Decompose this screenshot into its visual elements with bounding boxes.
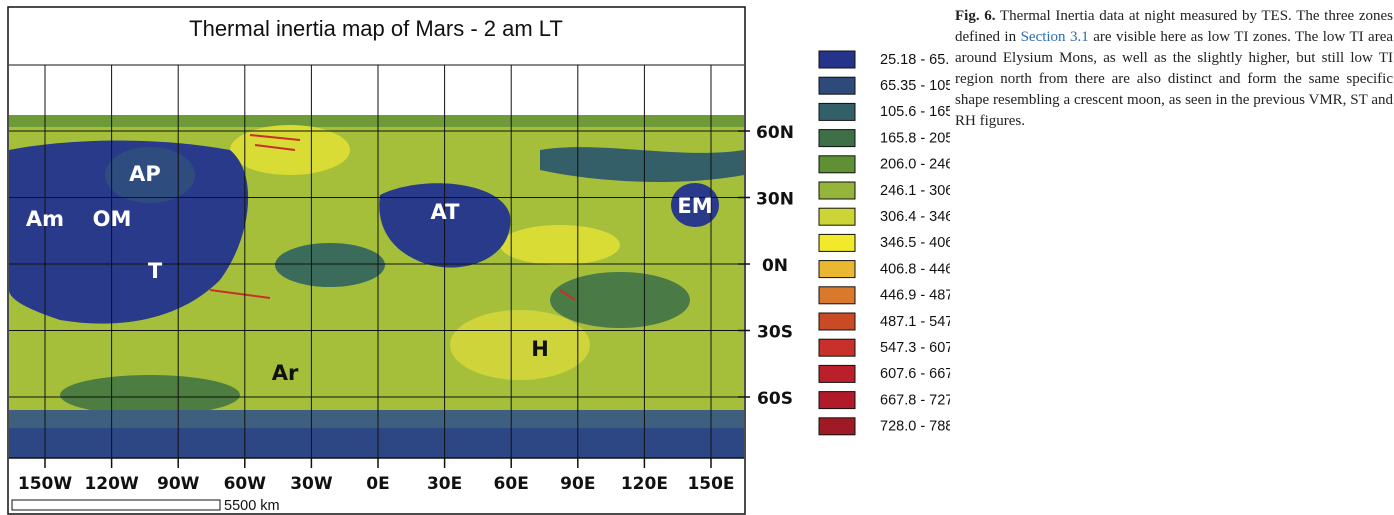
legend-swatch	[818, 129, 856, 148]
legend-swatch	[818, 207, 856, 226]
region-label: AT	[431, 200, 461, 224]
legend-swatch	[818, 312, 856, 331]
map-image	[9, 115, 744, 458]
legend-label: 406.8 - 446.8	[880, 261, 950, 277]
legend-swatch	[818, 76, 856, 95]
latitude-label: 0N	[762, 256, 788, 276]
longitude-label: 120W	[84, 474, 138, 494]
legend-label: 206.0 - 246.0	[880, 157, 950, 173]
legend-label: 487.1 - 547.2	[880, 314, 950, 330]
region-label: Ar	[272, 361, 299, 385]
legend-swatch	[818, 286, 856, 305]
legend-swatch	[818, 260, 856, 279]
longitude-label: 30E	[427, 474, 462, 494]
longitude-label: 150E	[687, 474, 734, 494]
graticule	[9, 64, 750, 468]
legend-label: 25.18 - 65.34	[880, 52, 950, 68]
legend-swatch	[818, 155, 856, 174]
legend-swatch	[818, 338, 856, 357]
legend-swatch	[818, 50, 856, 69]
region-label: Am	[26, 207, 64, 231]
latitude-label: 60N	[756, 123, 794, 143]
caption: Fig. 6. Thermal Inertia data at night me…	[955, 6, 1393, 132]
map-title: Thermal inertia map of Mars - 2 am LT	[189, 16, 563, 41]
legend-swatch	[818, 417, 856, 436]
legend-label: 246.1 - 306.3	[880, 183, 950, 199]
longitude-label: 60E	[494, 474, 529, 494]
caption-text: are visible here as low TI zones. The lo…	[955, 29, 1394, 129]
legend-swatch	[818, 181, 856, 200]
legend-label: 667.8 - 727.9	[880, 392, 950, 408]
legend-label: 607.6 - 667.7	[880, 366, 950, 382]
region-label: T	[148, 259, 163, 283]
longitude-label: 120E	[621, 474, 668, 494]
longitude-label: 0E	[366, 474, 389, 494]
longitude-label: 150W	[18, 474, 72, 494]
legend-swatch	[818, 102, 856, 121]
region-label: EM	[677, 194, 712, 218]
region-label: AP	[129, 162, 161, 186]
longitude-label: 90E	[560, 474, 595, 494]
caption-label: Fig. 6.	[955, 8, 996, 24]
legend-label: 346.5 - 406.7	[880, 235, 950, 251]
legend-label: 306.4 - 346.4	[880, 209, 950, 225]
scale-bar	[11, 499, 221, 511]
legend-label: 728.0 - 788.2	[880, 419, 950, 435]
latitude-label: 60S	[757, 389, 793, 409]
legend-label: 165.8 - 205.9	[880, 130, 950, 146]
longitude-label: 30W	[290, 474, 333, 494]
legend-label: 65.35 - 105.5	[880, 78, 950, 94]
caption-text: Thermal Inertia data at night measured b…	[955, 8, 1393, 45]
legend-swatch	[818, 391, 856, 410]
section-link[interactable]: Section 3.1	[1020, 29, 1089, 45]
region-label: OM	[93, 207, 132, 231]
longitude-label: 60W	[224, 474, 267, 494]
legend-label: 547.3 - 607.5	[880, 340, 950, 356]
legend-swatch	[818, 233, 856, 252]
scale-bar-label: 5500 km	[224, 498, 280, 514]
latitude-label: 30N	[756, 190, 794, 210]
legend-label: 446.9 - 487.0	[880, 288, 950, 304]
longitude-label: 90W	[157, 474, 200, 494]
latitude-label: 30S	[757, 323, 793, 343]
region-label: H	[531, 337, 549, 361]
legend-label: 105.6 - 165.7	[880, 104, 950, 120]
legend-swatch	[818, 364, 856, 383]
figure: Thermal inertia map of Mars - 2 am LT 55…	[7, 6, 950, 515]
